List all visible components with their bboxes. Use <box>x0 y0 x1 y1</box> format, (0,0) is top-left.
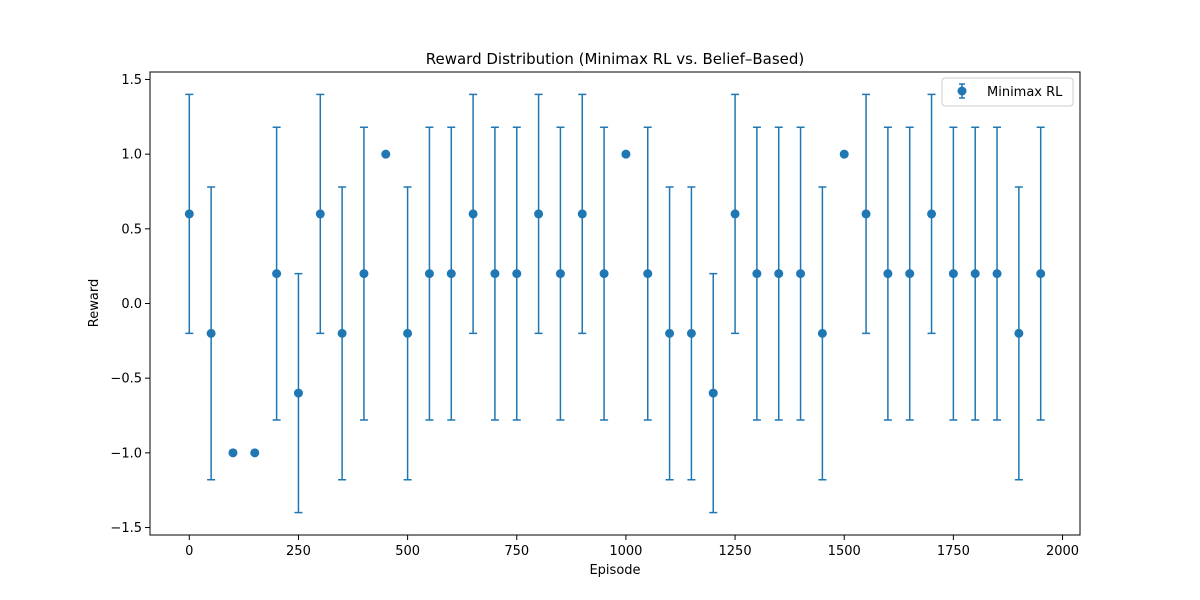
x-tick-label: 1750 <box>937 544 970 559</box>
axes-frame <box>149 71 1081 536</box>
data-point <box>686 328 696 338</box>
data-point <box>337 328 347 338</box>
data-point <box>512 269 522 279</box>
data-point <box>927 209 937 219</box>
data-point <box>1014 328 1024 338</box>
data-point <box>752 269 762 279</box>
legend-label-minimax-rl: Minimax RL <box>987 85 1063 100</box>
data-point <box>359 269 369 279</box>
data-point <box>293 388 303 398</box>
data-point <box>468 209 478 219</box>
x-tick-label: 1250 <box>719 544 752 559</box>
data-point <box>883 269 893 279</box>
legend-frame <box>941 77 1074 107</box>
data-point <box>184 209 194 219</box>
x-tick-label: 2000 <box>1046 544 1079 559</box>
data-point <box>708 388 718 398</box>
data-point <box>424 269 434 279</box>
data-point <box>490 269 500 279</box>
data-point <box>992 269 1002 279</box>
data-point <box>730 209 740 219</box>
x-tick-label: 0 <box>185 544 193 559</box>
x-tick-label: 750 <box>504 544 529 559</box>
y-tick-label: −0.5 <box>110 372 142 387</box>
x-tick-label: 1500 <box>828 544 861 559</box>
data-point <box>403 328 413 338</box>
data-point <box>1036 269 1046 279</box>
x-tick-label: 1000 <box>609 544 642 559</box>
data-point <box>555 269 565 279</box>
data-point <box>774 269 784 279</box>
data-point <box>970 269 980 279</box>
y-tick-label: 0.5 <box>121 222 142 237</box>
legend-point <box>957 86 967 96</box>
y-tick-label: −1.5 <box>110 521 142 536</box>
data-point <box>599 269 609 279</box>
y-tick-label: 1.5 <box>121 73 142 88</box>
legend-marker <box>957 83 967 99</box>
y-tick-label: −1.0 <box>110 446 142 461</box>
data-point <box>839 149 849 159</box>
x-tick-label: 500 <box>395 544 420 559</box>
data-point <box>796 269 806 279</box>
data-point <box>381 149 391 159</box>
data-point <box>621 149 631 159</box>
y-axis-label: Reward <box>87 279 102 327</box>
chart-title: Reward Distribution (Minimax RL vs. Beli… <box>426 50 805 68</box>
y-tick-label: 0.0 <box>121 297 142 312</box>
data-point <box>577 209 587 219</box>
data-point <box>948 269 958 279</box>
data-point <box>272 269 282 279</box>
data-point <box>315 209 325 219</box>
data-point <box>643 269 653 279</box>
legend: Minimax RL <box>941 77 1074 107</box>
x-axis-label: Episode <box>589 563 640 578</box>
data-point <box>228 448 238 458</box>
data-point <box>206 328 216 338</box>
plot-area: 0 250 500 750 1000 1250 1500 1750 2000 −1.5 −1.0 −0… <box>110 71 1081 559</box>
data-point <box>446 269 456 279</box>
y-tick-label: 1.0 <box>121 148 142 163</box>
data-point <box>665 328 675 338</box>
x-tick-label: 250 <box>286 544 311 559</box>
data-point <box>905 269 915 279</box>
data-point <box>861 209 871 219</box>
data-point <box>250 448 260 458</box>
data-point <box>534 209 544 219</box>
data-point <box>817 328 827 338</box>
